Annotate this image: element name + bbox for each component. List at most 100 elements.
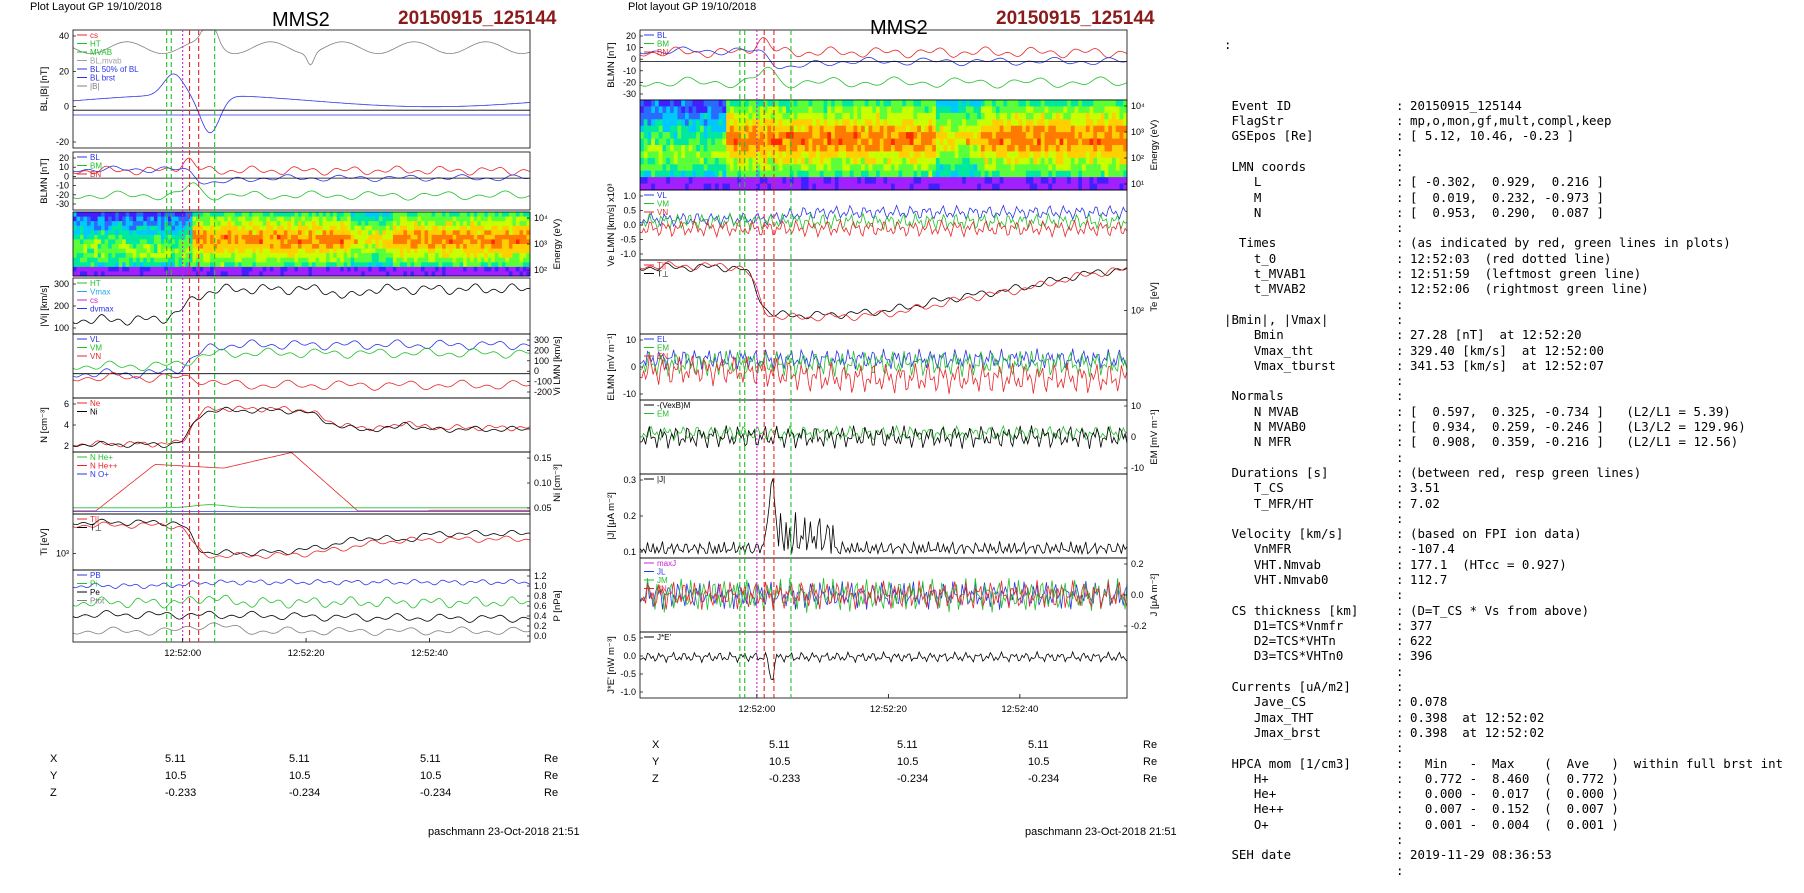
spectrogram-cell (368, 212, 373, 218)
spectrogram-cell (90, 212, 95, 218)
spectrogram-cell (417, 271, 422, 277)
spectrogram-cell (655, 170, 660, 178)
spectrogram-cell (714, 157, 720, 165)
spectrogram-cell (1044, 132, 1049, 139)
spectrogram-cell (508, 225, 513, 231)
spectrogram-cell (494, 239, 499, 245)
spectrogram-cell (943, 119, 948, 127)
spectrogram-cell (291, 225, 295, 231)
spectrogram-cell (819, 100, 824, 107)
spectrogram-cell (1100, 170, 1105, 178)
spectrogram-cell (1097, 125, 1102, 133)
spectrogram-cell (1112, 112, 1117, 120)
spectrogram-cell (1052, 157, 1057, 165)
spectrogram-cell (118, 248, 123, 254)
spectrogram-cell (382, 253, 387, 259)
info-row: t_MVAB1:12:51:59 (leftmost green line) (1224, 266, 1799, 281)
spectrogram-cell (371, 244, 376, 250)
spectrogram-cell (421, 212, 425, 218)
spectrogram-cell (269, 253, 274, 259)
spectrogram-cell (861, 177, 866, 184)
spectrogram-cell (466, 244, 471, 250)
spectrogram-cell (688, 157, 693, 165)
legend-entry: -(VexB)M (657, 401, 691, 410)
spectrogram-cell (368, 216, 373, 222)
spectrogram-cell (1025, 145, 1031, 152)
spectrogram-cell (326, 244, 331, 250)
spectrogram-cell (767, 177, 772, 184)
spectrogram-cell (368, 221, 373, 227)
spectrogram-cell (459, 225, 464, 231)
spectrogram-cell (902, 112, 907, 120)
spectrogram-cell (1082, 177, 1087, 184)
spectrogram-cell (252, 239, 257, 245)
time-tick-label: 12:52:20 (288, 648, 325, 659)
spectrogram-cell (122, 216, 127, 222)
spectrogram-cell (838, 157, 843, 165)
spectrogram-cell (643, 170, 648, 178)
spectrogram-cell (182, 225, 186, 231)
spectrogram-cell (206, 248, 211, 254)
spectrogram-cell (1029, 164, 1034, 172)
spectrogram-cell (505, 257, 510, 263)
spectrogram-cell (744, 112, 750, 120)
spectrogram-cell (823, 145, 828, 152)
spectrogram-cell (203, 248, 208, 254)
spectrogram-cell (744, 157, 750, 165)
spectrogram-cell (294, 234, 299, 240)
spectrogram-cell (108, 216, 113, 222)
spectrogram-cell (1059, 106, 1064, 114)
spectrogram-cell (752, 112, 757, 120)
spectrogram-cell (759, 112, 765, 120)
spectrogram-cell (853, 145, 858, 152)
spectrogram-cell (182, 262, 186, 268)
spectrogram-cell (1074, 132, 1079, 139)
spectrogram-cell (816, 132, 821, 139)
spectrogram-cell (696, 164, 701, 172)
spectrogram-cell (519, 230, 524, 236)
series-line (72, 339, 531, 379)
spectrogram-cell (1007, 112, 1012, 120)
spectrogram-cell (763, 132, 768, 139)
spectrogram-cell (774, 132, 780, 139)
spectrogram-cell (872, 125, 877, 133)
spectrogram-cell (752, 183, 757, 191)
series-line (72, 165, 531, 185)
spectrogram-cell (410, 216, 415, 222)
tick-label: 10¹ (1131, 179, 1144, 189)
spectrogram-cell (737, 145, 742, 152)
spectrogram-cell (797, 145, 802, 152)
spectrogram-cell (1014, 183, 1019, 191)
spectrogram-cell (849, 138, 854, 146)
spectrogram-cell (301, 239, 306, 245)
spectrogram-cell (722, 177, 727, 184)
spectrogram-cell (203, 221, 208, 227)
spectrogram-cell (1100, 119, 1105, 127)
spectrogram-cell (756, 125, 761, 133)
spectrogram-cell (1063, 100, 1068, 107)
spectrogram-cell (343, 253, 348, 259)
spectrogram-cell (526, 266, 531, 272)
spectrogram-cell (846, 145, 851, 152)
info-key: He++ (1224, 801, 1284, 817)
info-key: VHT.Nmvab0 (1224, 571, 1329, 587)
spectrogram-cell (891, 138, 896, 146)
spectrogram-cell (501, 253, 506, 259)
spectrogram-cell (368, 257, 373, 263)
spectrogram-cell (389, 230, 394, 236)
spectrogram-cell (523, 234, 527, 240)
spectrogram-cell (954, 157, 959, 165)
spectrogram-cell (312, 244, 316, 250)
spectrogram-cell (266, 248, 271, 254)
spectrogram-cell (1074, 164, 1079, 172)
spectrogram-cell (894, 125, 899, 133)
spectrogram-cell (322, 266, 327, 272)
spectrogram-cell (231, 248, 236, 254)
spectrogram-cell (505, 271, 510, 277)
spectrogram-cell (857, 138, 862, 146)
spectrogram-cell (174, 266, 179, 272)
spectrogram-cell (898, 106, 903, 114)
spectrogram-cell (1119, 183, 1124, 191)
spectrogram-cell (876, 170, 881, 178)
spectrogram-cell (718, 112, 723, 120)
